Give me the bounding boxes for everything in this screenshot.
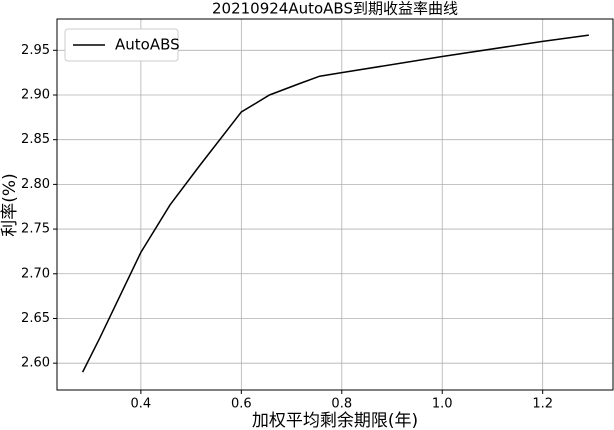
plot-frame: [56, 18, 614, 391]
y-tick-label: 2.65: [21, 311, 50, 326]
y-tick-label: 2.60: [21, 356, 50, 371]
x-tick-label: 1.2: [532, 397, 553, 412]
y-axis-label: 利率(%): [0, 173, 20, 236]
x-tick-label: 0.4: [131, 397, 152, 412]
y-tick-label: 2.95: [21, 43, 50, 58]
chart-title: 20210924AutoABS到期收益率曲线: [212, 0, 458, 18]
y-tick-label: 2.75: [21, 222, 50, 237]
series-line: [81, 34, 589, 373]
legend-box: [64, 28, 179, 62]
x-tick-label: 0.6: [231, 397, 252, 412]
legend-label: AutoABS: [115, 36, 180, 54]
y-tick-label: 2.80: [21, 177, 50, 192]
y-tick-label: 2.85: [21, 132, 50, 147]
x-tick-label: 1.0: [432, 397, 453, 412]
y-tick-label: 2.90: [21, 87, 50, 102]
y-tick-label: 2.70: [21, 266, 50, 281]
x-axis-label: 加权平均剩余期限(年): [252, 411, 418, 430]
x-tick-label: 0.8: [331, 397, 352, 412]
